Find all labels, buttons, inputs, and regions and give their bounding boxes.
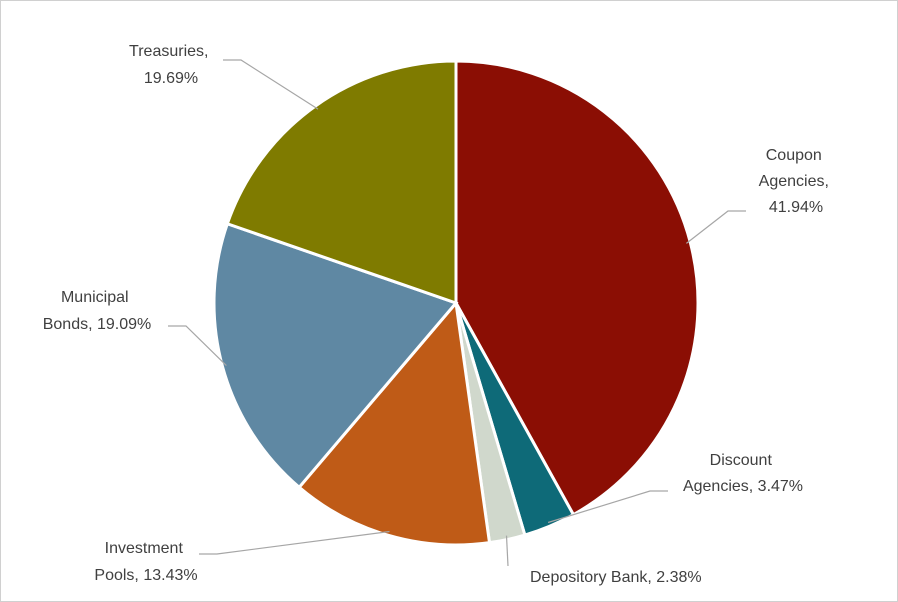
leader-line-treasuries [223, 59, 319, 110]
label-investment-pools-line1: Investment [105, 540, 184, 557]
leader-line-discount-agencies [547, 490, 668, 524]
leader-line-coupon-agencies [686, 210, 746, 244]
slices-layer [212, 59, 700, 547]
label-investment-pools: Investment Pools, 13.43% [94, 540, 197, 584]
slice-treasuries [225, 59, 458, 306]
label-coupon-agencies: Coupon Agencies, 41.94% [759, 147, 834, 216]
slice-investment-pools [297, 299, 492, 547]
label-investment-pools-line2: Pools, 13.43% [94, 567, 197, 584]
leader-lines [168, 59, 746, 567]
label-municipal-bonds: Municipal Bonds, 19.09% [43, 289, 152, 333]
label-discount-agencies-line1: Discount [710, 452, 773, 469]
label-depository-bank-line1: Depository Bank, 2.38% [530, 569, 702, 586]
slice-coupon-agencies [454, 59, 700, 517]
label-coupon-agencies-line1: Coupon [766, 147, 822, 164]
label-municipal-bonds-line1: Municipal [61, 289, 129, 306]
label-municipal-bonds-line2: Bonds, 19.09% [43, 316, 152, 333]
label-depository-bank: Depository Bank, 2.38% [530, 569, 702, 586]
label-treasuries-line1: Treasuries, [129, 43, 208, 60]
label-discount-agencies-line2: Agencies, 3.47% [683, 478, 803, 495]
label-treasuries-line2: 19.69% [144, 70, 198, 87]
labels-layer: Coupon Agencies, 41.94% Discount Agencie… [43, 43, 834, 586]
slice-municipal-bonds [212, 221, 459, 490]
label-treasuries: Treasuries, 19.69% [129, 43, 213, 87]
leader-line-depository-bank [505, 535, 509, 567]
leader-line-municipal-bonds [168, 325, 227, 367]
label-coupon-agencies-line3: 41.94% [769, 199, 823, 216]
label-discount-agencies: Discount Agencies, 3.47% [683, 452, 803, 495]
label-coupon-agencies-line2: Agencies, [759, 173, 829, 190]
leader-line-investment-pools [199, 530, 390, 555]
